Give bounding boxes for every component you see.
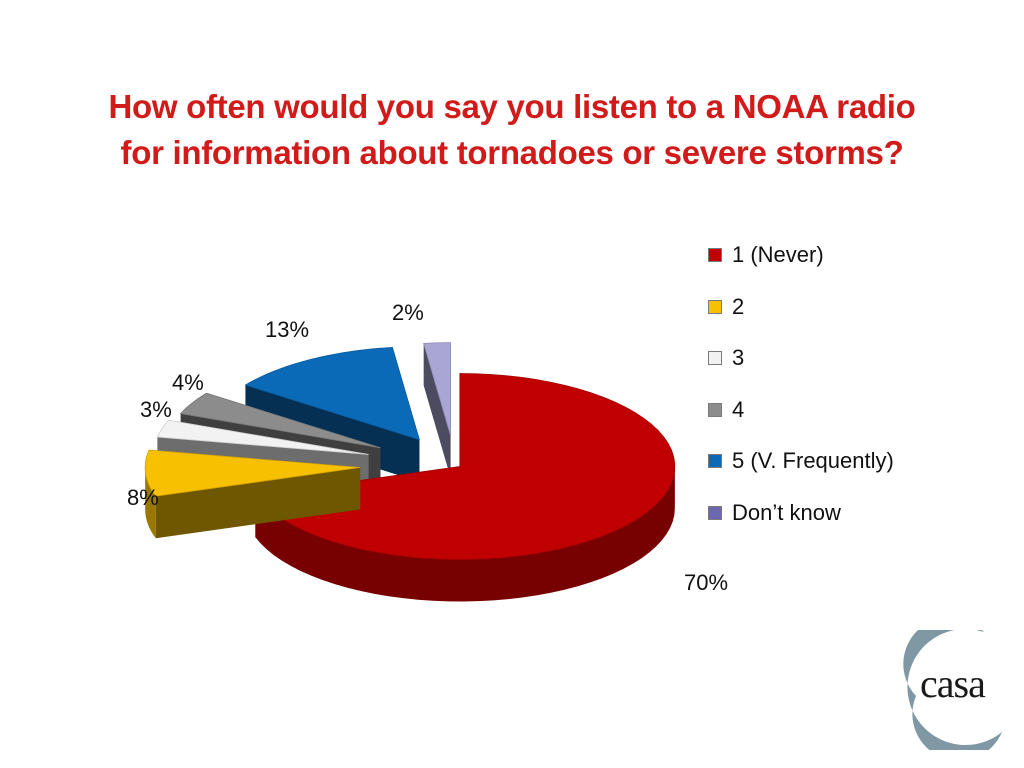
data-label-3: 3%: [140, 397, 172, 422]
data-label-4: 4%: [172, 370, 204, 395]
logo-text: casa: [920, 661, 986, 706]
legend-swatch: [708, 299, 722, 314]
legend-swatch: [708, 505, 722, 520]
legend-label: 2: [732, 293, 745, 319]
data-label-2: 8%: [127, 485, 159, 510]
legend-label: Don’t know: [732, 499, 841, 525]
chart-title-line-1: How often would you say you listen to a …: [108, 88, 916, 125]
legend-swatch: [708, 351, 722, 365]
chart-title-line-2: for information about tornadoes or sever…: [120, 134, 904, 171]
pie-slice-2: [144, 449, 361, 539]
casa-logo-swoosh-icon: [903, 617, 1002, 761]
data-label-very-frequently: 13%: [265, 317, 309, 342]
legend-swatch: [708, 402, 722, 417]
data-label-dont-know: 2%: [392, 300, 424, 325]
legend-label: 5 (V. Frequently): [732, 448, 894, 473]
chart-title: How often would you say you listen to a …: [40, 84, 984, 176]
legend-swatch: [708, 248, 722, 262]
legend-label: 3: [732, 345, 745, 370]
pie-slice-never: [254, 373, 676, 602]
legend-label: 4: [732, 396, 745, 422]
data-label-never: 70%: [684, 570, 728, 595]
legend-label: 1 (Never): [732, 242, 824, 267]
pie-slice-dont-know: [423, 342, 452, 478]
casa-logo: casa: [886, 617, 1006, 761]
legend-swatch: [708, 454, 722, 468]
